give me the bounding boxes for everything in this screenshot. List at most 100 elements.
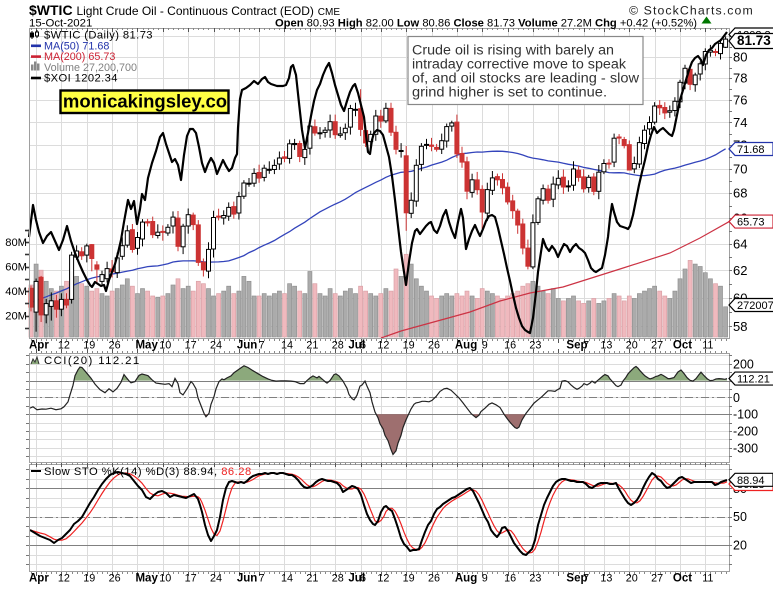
svg-text:of, and oil stocks are leading: of, and oil stocks are leading - slow <box>412 71 640 87</box>
svg-text:112.21: 112.21 <box>737 374 770 386</box>
svg-text:© StockCharts.com: © StockCharts.com <box>629 4 754 18</box>
svg-text:May: May <box>135 573 158 585</box>
svg-text:70: 70 <box>733 161 747 176</box>
svg-text:Oct: Oct <box>673 573 692 585</box>
svg-text:0: 0 <box>733 391 740 405</box>
svg-text:$WTIC (Daily) 81.73: $WTIC (Daily) 81.73 <box>44 30 153 42</box>
svg-text:Aug: Aug <box>455 573 477 585</box>
svg-text:11: 11 <box>702 340 713 352</box>
svg-text:10: 10 <box>159 573 171 585</box>
svg-text:14: 14 <box>281 340 293 352</box>
svg-text:40M: 40M <box>5 286 27 298</box>
svg-text:Open 80.93 High 82.00 Low 80.8: Open 80.93 High 82.00 Low 80.86 Close 81… <box>275 18 697 30</box>
svg-text:12: 12 <box>377 573 389 585</box>
svg-text:26: 26 <box>428 573 440 585</box>
svg-text:13: 13 <box>600 573 612 585</box>
svg-text:27: 27 <box>651 573 663 585</box>
svg-text:7: 7 <box>583 340 589 352</box>
svg-text:19: 19 <box>83 340 95 352</box>
svg-text:19: 19 <box>403 573 415 585</box>
svg-text:Sep: Sep <box>566 340 587 352</box>
svg-text:58: 58 <box>733 319 747 334</box>
svg-text:23: 23 <box>529 573 541 585</box>
svg-text:7: 7 <box>583 573 589 585</box>
svg-text:monicakingsley.co: monicakingsley.co <box>63 91 227 112</box>
svg-text:26: 26 <box>109 340 121 352</box>
svg-text:71.68: 71.68 <box>737 144 765 156</box>
svg-text:74: 74 <box>733 115 747 130</box>
svg-text:11: 11 <box>702 573 713 585</box>
svg-text:78: 78 <box>733 71 747 86</box>
svg-text:16: 16 <box>504 340 516 352</box>
svg-text:-300: -300 <box>733 441 758 455</box>
svg-text:May: May <box>135 340 158 352</box>
svg-text:26: 26 <box>109 573 121 585</box>
svg-text:19: 19 <box>403 340 415 352</box>
svg-text:6: 6 <box>360 573 366 585</box>
svg-text:23: 23 <box>529 340 541 352</box>
svg-text:88.94: 88.94 <box>737 475 765 487</box>
svg-text:Oct: Oct <box>673 340 692 352</box>
svg-text:MA(50) 71.68: MA(50) 71.68 <box>44 40 109 52</box>
svg-text:20: 20 <box>626 340 638 352</box>
svg-text:7: 7 <box>259 340 265 352</box>
svg-text:Jun: Jun <box>237 573 257 585</box>
svg-text:20: 20 <box>626 573 638 585</box>
svg-text:17: 17 <box>185 340 197 352</box>
svg-text:65.73: 65.73 <box>737 217 765 229</box>
svg-text:19: 19 <box>83 573 95 585</box>
svg-text:Jun: Jun <box>237 340 257 352</box>
svg-text:13: 13 <box>600 340 612 352</box>
svg-text:62: 62 <box>733 263 747 278</box>
svg-text:15-Oct-2021: 15-Oct-2021 <box>29 18 92 30</box>
svg-text:26: 26 <box>428 340 440 352</box>
svg-text:6: 6 <box>360 340 366 352</box>
svg-text:200: 200 <box>733 357 754 371</box>
svg-text:9: 9 <box>482 340 488 352</box>
svg-text:Sep: Sep <box>566 573 587 585</box>
svg-text:Crude oil is rising with barel: Crude oil is rising with barely an <box>412 43 614 59</box>
svg-text:-100: -100 <box>733 408 758 422</box>
svg-text:81.73: 81.73 <box>737 33 771 48</box>
svg-text:50: 50 <box>733 510 747 524</box>
svg-text:27: 27 <box>651 340 663 352</box>
svg-text:intraday corrective move to sp: intraday corrective move to speak <box>412 57 627 73</box>
svg-text:Jul: Jul <box>348 340 365 352</box>
svg-text:9: 9 <box>482 573 488 585</box>
svg-text:grind higher is set to continu: grind higher is set to continue. <box>412 85 607 101</box>
svg-text:17: 17 <box>185 573 197 585</box>
svg-text:Apr: Apr <box>29 340 49 352</box>
svg-text:80: 80 <box>733 49 747 64</box>
svg-text:28: 28 <box>332 340 344 352</box>
svg-text:64: 64 <box>733 236 747 251</box>
svg-text:10: 10 <box>159 340 171 352</box>
svg-text:12: 12 <box>377 340 389 352</box>
svg-text:68: 68 <box>733 186 747 201</box>
svg-text:$XOI 1202.34: $XOI 1202.34 <box>44 73 118 85</box>
svg-text:Volume 27,200,700: Volume 27,200,700 <box>44 62 137 74</box>
svg-text:12: 12 <box>58 340 70 352</box>
svg-text:24: 24 <box>210 573 222 585</box>
svg-text:MA(200) 65.73: MA(200) 65.73 <box>44 51 115 63</box>
svg-text:$WTIC Light Crude Oil - Contin: $WTIC Light Crude Oil - Continuous Contr… <box>29 2 340 18</box>
svg-text:28: 28 <box>332 573 344 585</box>
svg-text:12: 12 <box>58 573 70 585</box>
svg-text:60M: 60M <box>5 262 27 274</box>
svg-text:7: 7 <box>259 573 265 585</box>
svg-text:20: 20 <box>733 539 747 553</box>
svg-text:80M: 80M <box>5 237 27 249</box>
svg-text:20M: 20M <box>5 311 27 323</box>
svg-text:14: 14 <box>281 573 293 585</box>
svg-text:Aug: Aug <box>455 340 477 352</box>
svg-text:24: 24 <box>210 340 222 352</box>
svg-text:Jul: Jul <box>348 573 365 585</box>
svg-text:-200: -200 <box>733 425 758 439</box>
svg-text:21: 21 <box>306 573 318 585</box>
svg-text:76: 76 <box>733 92 747 107</box>
svg-text:21: 21 <box>306 340 318 352</box>
svg-text:CCI(20) 112.21: CCI(20) 112.21 <box>44 355 141 367</box>
svg-text:Apr: Apr <box>29 573 49 585</box>
svg-text:27200700: 27200700 <box>737 300 773 312</box>
svg-text:16: 16 <box>504 573 516 585</box>
svg-text:Slow STO %K(14) %D(3) 88.94, 8: Slow STO %K(14) %D(3) 88.94, 86.28 <box>44 466 252 478</box>
